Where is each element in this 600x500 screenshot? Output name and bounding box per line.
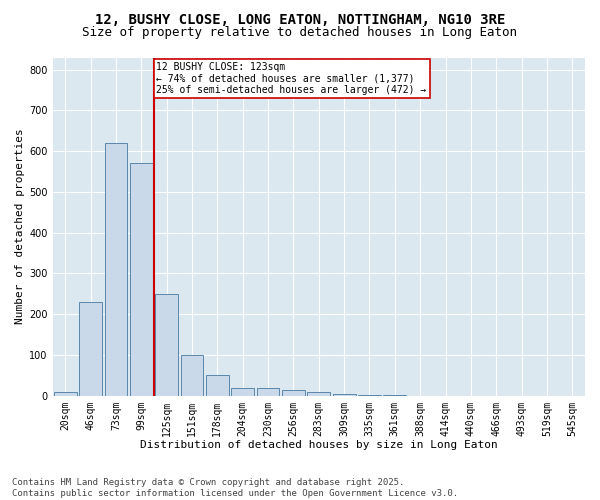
Bar [257,388,280,396]
Bar [307,392,330,396]
Bar [231,388,254,396]
Text: 12 BUSHY CLOSE: 123sqm
← 74% of detached houses are smaller (1,377)
25% of semi-: 12 BUSHY CLOSE: 123sqm ← 74% of detached… [157,62,427,95]
Bar [206,376,229,396]
Bar [181,355,203,396]
Bar [79,302,102,396]
Bar [282,390,305,396]
Bar [104,143,127,396]
Y-axis label: Number of detached properties: Number of detached properties [15,128,25,324]
Bar [54,392,77,396]
Text: 12, BUSHY CLOSE, LONG EATON, NOTTINGHAM, NG10 3RE: 12, BUSHY CLOSE, LONG EATON, NOTTINGHAM,… [95,12,505,26]
Bar [130,164,152,396]
Text: Size of property relative to detached houses in Long Eaton: Size of property relative to detached ho… [83,26,517,39]
X-axis label: Distribution of detached houses by size in Long Eaton: Distribution of detached houses by size … [140,440,497,450]
Bar [333,394,356,396]
Text: Contains HM Land Registry data © Crown copyright and database right 2025.
Contai: Contains HM Land Registry data © Crown c… [12,478,458,498]
Bar [155,294,178,396]
